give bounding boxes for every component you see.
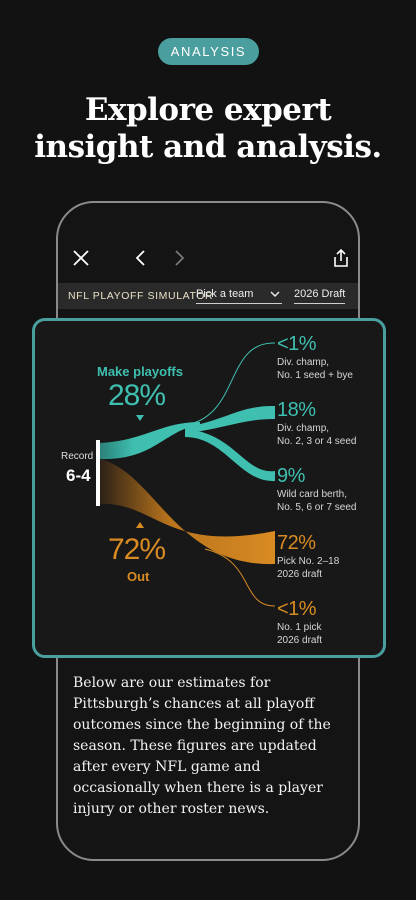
flow-line-top-pick — [204, 548, 276, 607]
outcome-pct: 18% — [277, 399, 316, 421]
make-playoffs-pct: 28% — [108, 379, 166, 412]
outcome-desc-2: 2026 draft — [277, 635, 323, 646]
make-playoffs-arrow — [136, 415, 144, 421]
chevron-down-icon — [270, 291, 280, 297]
flow-band-wild-card — [185, 429, 275, 482]
flow-band-missed-playoffs — [99, 459, 275, 565]
outcome-desc-1: Pick No. 2–18 — [277, 556, 340, 567]
outcome-pct: 9% — [277, 465, 305, 487]
simulator-title: NFL PLAYOFF SIMULATOR — [68, 290, 214, 302]
flow-line-seed-1 — [184, 342, 276, 426]
make-playoffs-label: Make playoffs — [97, 364, 183, 379]
team-select[interactable]: Pick a team — [196, 287, 282, 304]
outcome-seed-1: <1% Div. champ, No. 1 seed + bye — [277, 333, 387, 382]
simulator-bar: NFL PLAYOFF SIMULATOR Pick a team 2026 D… — [58, 283, 358, 309]
outcome-desc-2: No. 1 seed + bye — [277, 370, 353, 381]
chevron-left-icon[interactable] — [130, 247, 152, 269]
headline: Explore expert insight and analysis. — [0, 92, 416, 166]
analysis-badge: ANALYSIS — [158, 38, 259, 65]
outcome-desc-1: Wild card berth, — [277, 489, 348, 500]
outcome-desc-2: No. 5, 6 or 7 seed — [277, 502, 357, 513]
outcome-draft-2-18: 72% Pick No. 2–18 2026 draft — [277, 532, 387, 581]
flow-band-seed-2-4 — [185, 405, 275, 433]
record-value: 6-4 — [66, 466, 91, 485]
playoff-flow-chart — [96, 342, 276, 607]
outcome-wild-card: 9% Wild card berth, No. 5, 6 or 7 seed — [277, 465, 387, 514]
out-label: Out — [127, 569, 150, 584]
out-pct: 72% — [108, 533, 166, 566]
article-body-text: Below are our estimates for Pittsburgh’s… — [73, 675, 331, 817]
share-icon[interactable] — [330, 247, 352, 269]
record-bar — [96, 440, 100, 506]
team-select-value: Pick a team — [196, 288, 254, 300]
outcome-desc-1: Div. champ, — [277, 423, 330, 434]
outcome-desc-2: 2026 draft — [277, 569, 323, 580]
playoff-simulator-card: Record 6-4 Make playoffs 28% 72% Out <1%… — [32, 318, 386, 658]
headline-line-2: insight and analysis. — [34, 129, 382, 165]
article-toolbar — [58, 203, 358, 283]
close-icon[interactable] — [70, 247, 92, 269]
outcome-draft-1: <1% No. 1 pick 2026 draft — [277, 598, 387, 647]
outcome-pct: 72% — [277, 532, 316, 554]
outcome-pct: <1% — [277, 598, 317, 620]
chevron-right-icon[interactable] — [168, 247, 190, 269]
headline-line-1: Explore expert — [84, 92, 332, 128]
record-label: Record — [61, 451, 94, 462]
out-arrow — [136, 522, 144, 528]
outcome-desc-1: Div. champ, — [277, 357, 330, 368]
draft-select[interactable]: 2026 Draft — [294, 287, 346, 304]
outcome-desc-2: No. 2, 3 or 4 seed — [277, 436, 357, 447]
flow-band-made-playoffs — [99, 422, 200, 460]
outcome-desc-1: No. 1 pick — [277, 622, 322, 633]
outcome-pct: <1% — [277, 333, 317, 355]
outcome-seed-2-4: 18% Div. champ, No. 2, 3 or 4 seed — [277, 399, 387, 448]
